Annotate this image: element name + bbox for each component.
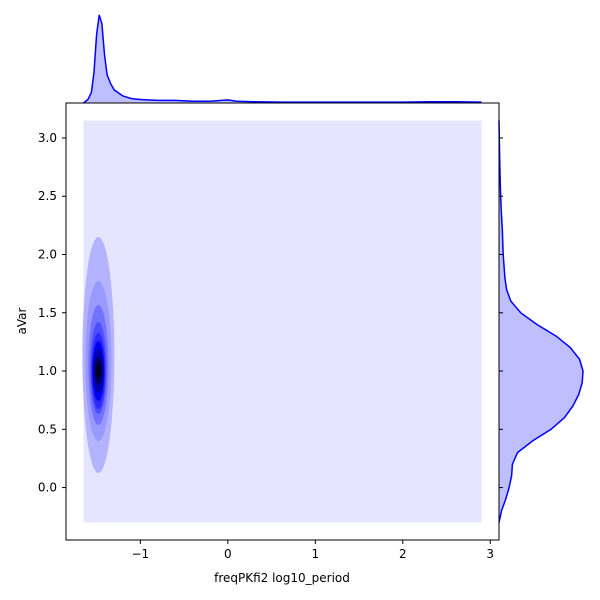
x-tick-label: 1 [311,547,319,561]
y-tick-label: 0.0 [38,481,57,495]
y-tick-label: 2.5 [38,189,57,203]
y-tick-label: 1.5 [38,306,57,320]
x-tick-label: −1 [132,547,150,561]
top-marginal-line [83,14,482,104]
x-tick-label: 3 [486,547,494,561]
x-tick-label: 0 [224,547,232,561]
joint-axes-frame [65,102,500,541]
kde-level-9 [95,364,101,379]
joint-kde-plot: −1 0 1 2 3 0.0 0.5 1.0 1.5 2.0 2.5 3.0 freqPKfi2 l… [15,102,503,585]
y-tick-label: 3.0 [38,131,57,145]
x-axis-label: freqPKfi2 log10_period [214,571,350,585]
y-tick-label: 0.5 [38,422,57,436]
kde-level-background [83,120,482,523]
top-marginal-plot [83,14,482,104]
top-marginal-fill [83,15,482,103]
right-marginal-fill [499,120,583,523]
kde-contours [82,120,482,523]
x-axis-ticks: −1 0 1 2 3 [132,540,494,561]
right-marginal-plot [498,120,584,523]
y-tick-label: 1.0 [38,364,57,378]
y-tick-label: 2.0 [38,247,57,261]
y-axis-ticks: 0.0 0.5 1.0 1.5 2.0 2.5 3.0 [38,131,503,495]
right-marginal-line [498,120,584,523]
y-axis-label: aVar [15,307,29,334]
x-tick-label: 2 [399,547,407,561]
